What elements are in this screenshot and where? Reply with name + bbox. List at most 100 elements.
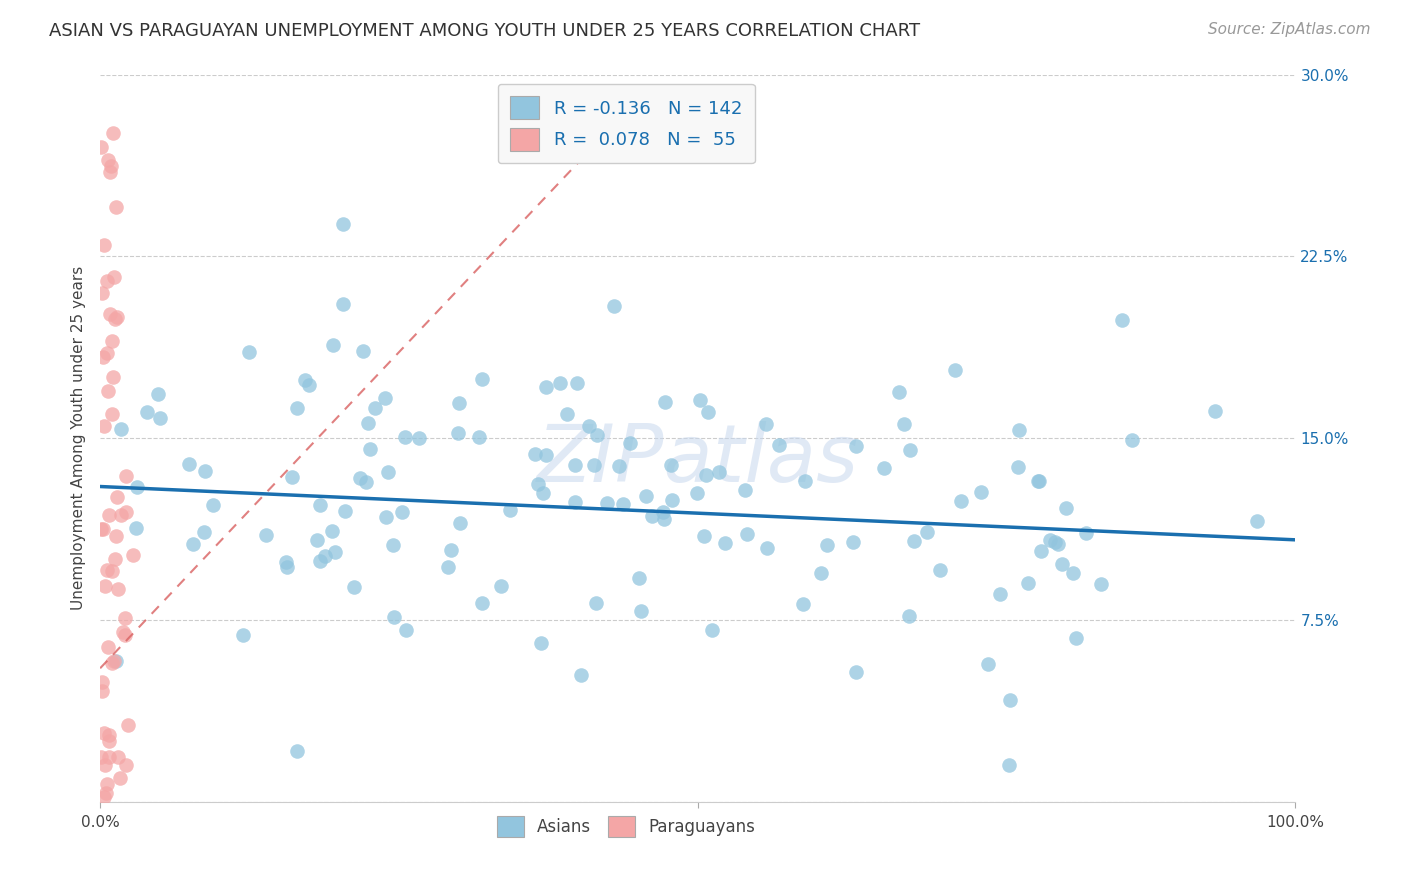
Point	[696, 405, 718, 419]
Point	[695, 467, 717, 482]
Point	[564, 495, 586, 509]
Point	[285, 743, 308, 757]
Point	[793, 474, 815, 488]
Point	[96, 786, 118, 800]
Point	[93, 758, 115, 772]
Point	[527, 477, 550, 491]
Point	[356, 475, 378, 489]
Point	[408, 431, 430, 445]
Point	[281, 470, 304, 484]
Point	[98, 508, 121, 522]
Point	[915, 524, 938, 539]
Point	[105, 310, 128, 324]
Point	[489, 579, 512, 593]
Point	[97, 640, 120, 654]
Point	[998, 758, 1021, 772]
Point	[148, 386, 170, 401]
Point	[897, 608, 920, 623]
Point	[363, 401, 385, 415]
Point	[96, 777, 118, 791]
Point	[634, 489, 657, 503]
Point	[104, 551, 127, 566]
Point	[1062, 566, 1084, 580]
Point	[238, 345, 260, 359]
Point	[97, 153, 120, 167]
Point	[294, 373, 316, 387]
Point	[714, 536, 737, 550]
Point	[928, 563, 950, 577]
Point	[898, 443, 921, 458]
Point	[689, 393, 711, 408]
Point	[201, 498, 224, 512]
Point	[117, 718, 139, 732]
Point	[97, 749, 120, 764]
Point	[702, 623, 724, 637]
Point	[449, 516, 471, 530]
Point	[659, 458, 682, 472]
Point	[135, 405, 157, 419]
Point	[641, 508, 664, 523]
Point	[90, 522, 112, 536]
Point	[619, 436, 641, 450]
Point	[1008, 423, 1031, 437]
Text: Source: ZipAtlas.com: Source: ZipAtlas.com	[1208, 22, 1371, 37]
Point	[107, 582, 129, 597]
Point	[661, 492, 683, 507]
Point	[98, 165, 121, 179]
Point	[93, 237, 115, 252]
Point	[91, 350, 114, 364]
Point	[374, 391, 396, 405]
Legend: Asians, Paraguayans: Asians, Paraguayans	[491, 809, 762, 844]
Point	[582, 458, 605, 473]
Point	[115, 469, 138, 483]
Point	[627, 571, 650, 585]
Point	[1017, 576, 1039, 591]
Point	[1029, 544, 1052, 558]
Point	[534, 380, 557, 394]
Point	[530, 636, 553, 650]
Point	[394, 430, 416, 444]
Point	[122, 549, 145, 563]
Point	[375, 509, 398, 524]
Point	[1050, 558, 1073, 572]
Point	[93, 789, 115, 804]
Point	[395, 623, 418, 637]
Point	[98, 734, 121, 748]
Point	[1007, 459, 1029, 474]
Point	[467, 429, 489, 443]
Point	[755, 541, 778, 555]
Point	[110, 508, 132, 523]
Point	[1111, 312, 1133, 326]
Point	[585, 597, 607, 611]
Point	[447, 395, 470, 409]
Point	[564, 458, 586, 473]
Point	[96, 346, 118, 360]
Point	[471, 372, 494, 386]
Point	[612, 497, 634, 511]
Point	[1121, 434, 1143, 448]
Point	[104, 312, 127, 326]
Point	[586, 428, 609, 442]
Point	[845, 439, 868, 453]
Point	[110, 422, 132, 436]
Point	[949, 493, 972, 508]
Point	[194, 464, 217, 478]
Point	[1054, 500, 1077, 515]
Point	[768, 438, 790, 452]
Point	[1000, 693, 1022, 707]
Point	[548, 376, 571, 390]
Point	[90, 675, 112, 690]
Point	[90, 749, 112, 764]
Point	[1039, 533, 1062, 548]
Point	[357, 416, 380, 430]
Point	[531, 486, 554, 500]
Point	[654, 395, 676, 409]
Point	[792, 597, 814, 611]
Point	[125, 521, 148, 535]
Point	[391, 506, 413, 520]
Point	[101, 407, 124, 421]
Text: ZIPatlas: ZIPatlas	[537, 421, 859, 499]
Point	[333, 504, 356, 518]
Point	[1205, 403, 1227, 417]
Point	[1043, 535, 1066, 549]
